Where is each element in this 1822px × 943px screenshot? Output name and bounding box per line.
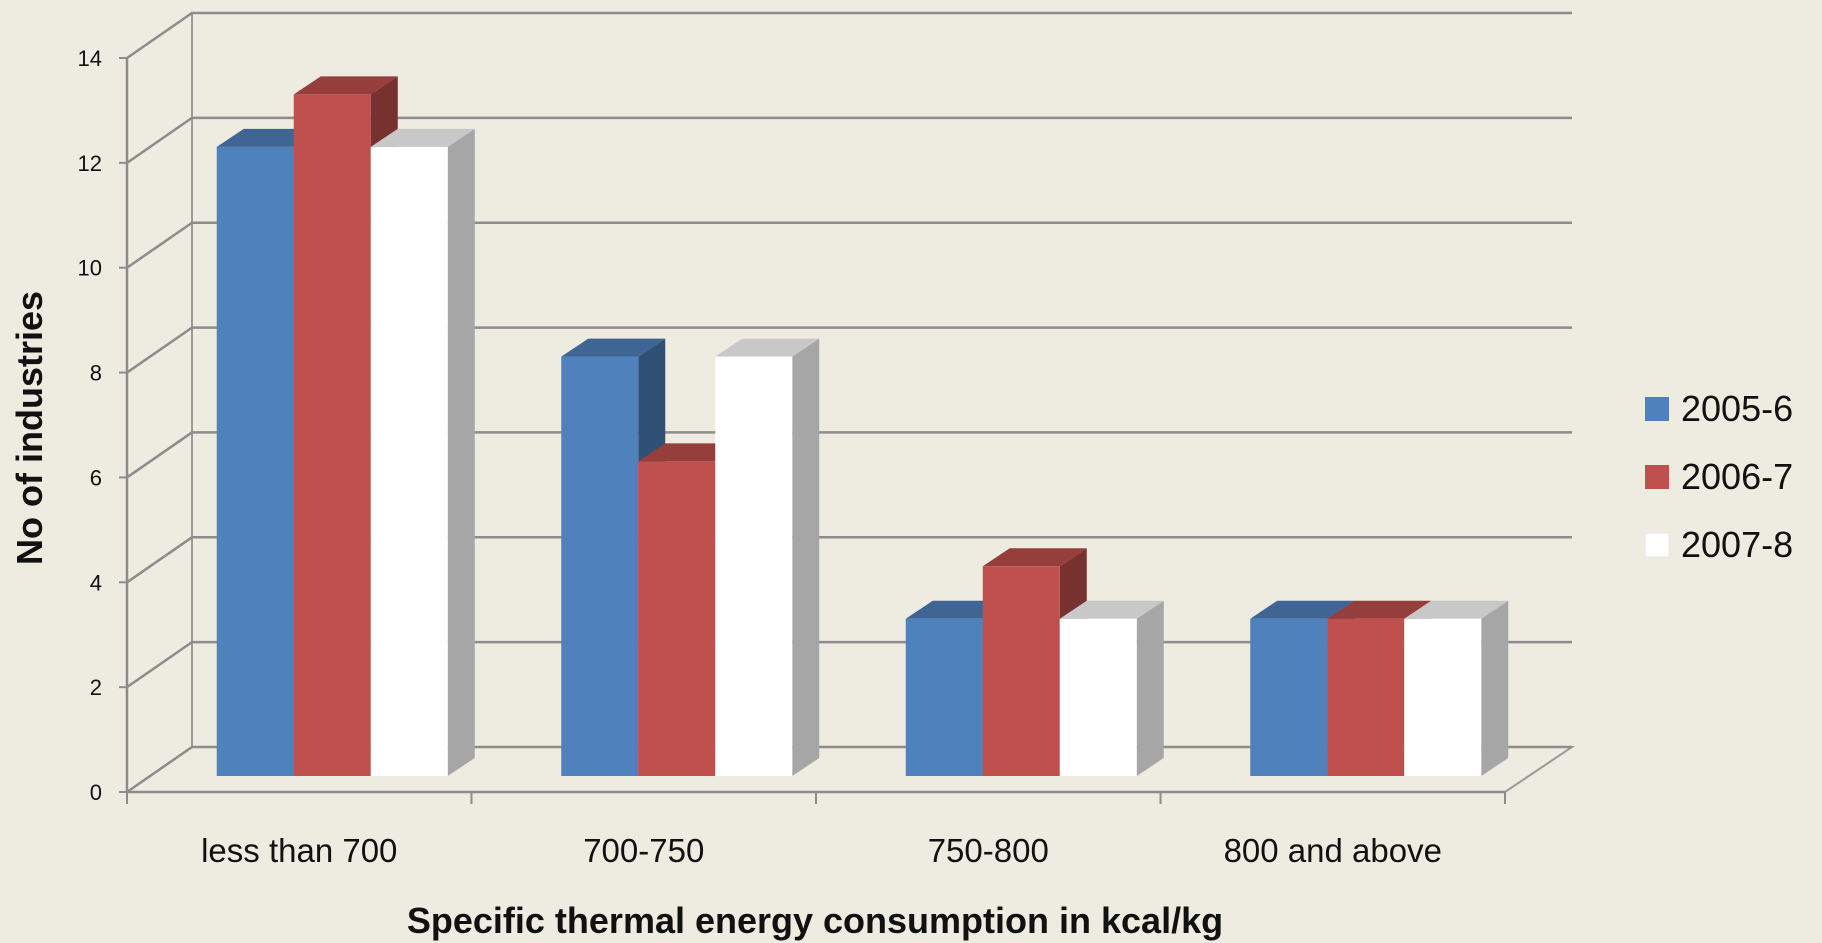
legend-label: 2005-6 xyxy=(1681,388,1793,429)
bar-side xyxy=(1481,600,1509,776)
legend-item: 2005-6 xyxy=(1645,388,1793,429)
legend-item: 2007-8 xyxy=(1644,524,1793,565)
bar-front xyxy=(216,146,294,776)
bar-top xyxy=(1404,600,1509,619)
legend-swatch xyxy=(1645,465,1669,489)
bar-front xyxy=(982,566,1060,776)
gridlines xyxy=(126,11,1572,794)
gridline xyxy=(126,116,1572,164)
bar-top xyxy=(370,128,475,147)
bar xyxy=(715,338,820,776)
bar-front xyxy=(1250,618,1328,776)
bar-front xyxy=(905,618,983,776)
y-tick-label: 2 xyxy=(90,675,102,700)
bar-front xyxy=(638,461,716,776)
bar-top xyxy=(1327,600,1432,619)
bar xyxy=(370,128,475,776)
gridline xyxy=(126,11,1572,60)
gridline xyxy=(126,536,1572,584)
legend: 2005-6 2006-7 2007-8 xyxy=(1644,388,1793,565)
axes xyxy=(119,57,1506,804)
bar-front xyxy=(1404,618,1482,776)
bar-front xyxy=(715,356,793,776)
bar-top xyxy=(982,548,1087,567)
bar-top xyxy=(715,338,820,357)
y-tick-label: 4 xyxy=(90,570,102,595)
legend-label: 2006-7 xyxy=(1681,456,1793,497)
gridline xyxy=(126,431,1572,479)
y-axis-title: No of industries xyxy=(9,291,50,565)
y-tick-label: 12 xyxy=(78,151,102,176)
x-category-labels: less than 700 700-750 750-800 800 and above xyxy=(201,832,1442,869)
x-category-label: 800 and above xyxy=(1224,832,1442,869)
bar-front xyxy=(1059,618,1137,776)
x-category-label: less than 700 xyxy=(201,832,397,869)
bar xyxy=(1059,600,1164,776)
bar-front xyxy=(370,146,448,776)
bar-side xyxy=(447,128,475,776)
y-tick-labels: 0 2 4 6 8 10 12 14 xyxy=(78,46,102,805)
bar-front xyxy=(561,356,639,776)
y-tick-label: 14 xyxy=(78,46,102,71)
bar-top xyxy=(1250,600,1355,619)
bars xyxy=(216,76,1509,776)
bar-side xyxy=(792,338,820,776)
x-axis-title: Specific thermal energy consumption in k… xyxy=(407,900,1223,941)
bar xyxy=(1404,600,1509,776)
y-tick-label: 10 xyxy=(78,256,102,281)
bar-front xyxy=(1327,618,1405,776)
bar-top xyxy=(561,338,666,357)
y-tick-label: 8 xyxy=(90,361,102,386)
legend-swatch xyxy=(1645,397,1669,421)
bar-front xyxy=(293,94,371,776)
y-tick-label: 0 xyxy=(90,780,102,805)
bar-side xyxy=(1136,600,1164,776)
x-category-label: 750-800 xyxy=(928,832,1049,869)
y-tick-label: 6 xyxy=(90,465,102,490)
gridline xyxy=(126,326,1572,374)
bar-top xyxy=(1059,600,1164,619)
legend-swatch xyxy=(1644,532,1670,558)
gridline xyxy=(126,221,1572,269)
bar-top xyxy=(293,76,398,95)
x-category-label: 700-750 xyxy=(583,832,704,869)
legend-label: 2007-8 xyxy=(1681,524,1793,565)
legend-item: 2006-7 xyxy=(1645,456,1793,497)
